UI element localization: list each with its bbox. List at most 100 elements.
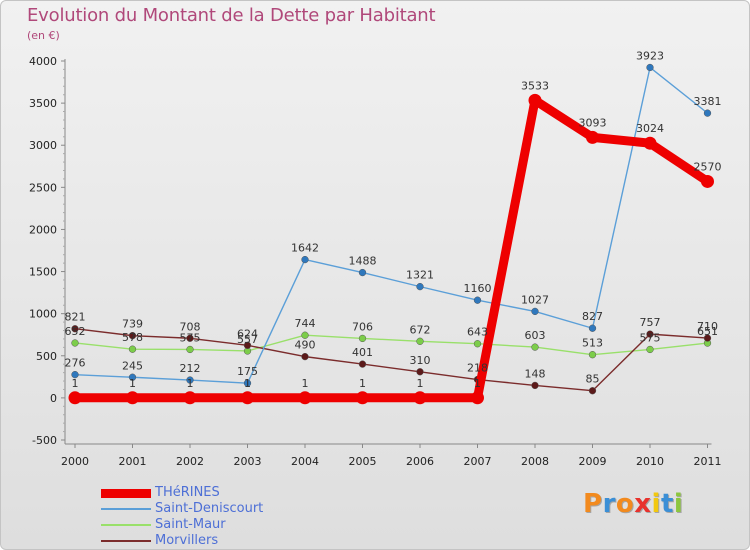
data-point-th-rines <box>356 391 369 405</box>
data-point-saint-deniscourt <box>416 282 424 291</box>
data-point-saint-maur <box>531 343 539 351</box>
data-point-morvillers <box>243 341 252 349</box>
data-label-saint-deniscourt: 212 <box>180 362 201 375</box>
data-point-saint-maur <box>301 331 309 339</box>
legend-label-th-rines: THéRINES <box>155 485 220 500</box>
data-label-morvillers: 708 <box>180 320 201 333</box>
data-point-morvillers <box>358 360 367 368</box>
series-line-saint-maur <box>74 334 709 356</box>
data-point-morvillers <box>71 325 79 333</box>
data-label-saint-maur: 744 <box>295 317 316 330</box>
x-tick-label: 2001 <box>119 455 147 468</box>
x-tick-label: 2000 <box>61 455 89 468</box>
x-tick-label: 2011 <box>694 455 722 468</box>
data-label-saint-maur: 603 <box>525 329 546 342</box>
data-point-morvillers <box>301 352 309 361</box>
data-label-saint-maur: 557 <box>237 333 258 346</box>
logo-letter: t <box>660 489 674 519</box>
data-point-morvillers <box>128 331 137 340</box>
data-point-th-rines <box>586 130 599 144</box>
data-point-saint-deniscourt <box>703 109 712 117</box>
data-label-saint-deniscourt: 1160 <box>464 282 492 295</box>
y-tick-label: 2000 <box>29 223 57 236</box>
logo-letter: i <box>673 489 684 519</box>
data-point-saint-deniscourt <box>128 373 137 381</box>
data-point-saint-maur <box>186 345 194 354</box>
data-label-saint-maur: 575 <box>180 331 201 344</box>
logo-letter: r <box>602 489 616 519</box>
y-tick-label: 4000 <box>29 55 57 68</box>
data-point-th-rines <box>413 391 427 405</box>
data-point-saint-deniscourt <box>646 63 654 72</box>
y-tick-label: 3500 <box>29 97 57 110</box>
data-point-morvillers <box>416 368 424 376</box>
data-label-th-rines: 3093 <box>579 116 607 129</box>
data-label-th-rines: 3024 <box>636 122 664 135</box>
data-point-saint-maur <box>416 337 424 345</box>
y-tick-label: 0 <box>50 392 57 405</box>
data-label-th-rines: 1 <box>187 377 194 390</box>
data-point-saint-deniscourt <box>243 379 252 387</box>
data-point-saint-maur <box>473 340 482 348</box>
data-point-th-rines <box>528 93 542 107</box>
data-point-th-rines <box>241 391 254 405</box>
legend-swatch-th-rines <box>101 489 151 498</box>
data-point-th-rines <box>126 391 139 405</box>
data-point-saint-deniscourt <box>473 296 482 304</box>
data-point-th-rines <box>643 136 657 150</box>
legend-swatch-morvillers <box>101 540 151 542</box>
data-point-saint-maur <box>588 351 597 359</box>
data-label-saint-deniscourt: 1488 <box>349 255 377 268</box>
axes: -500 0 500 1000 1500 2000 2500 3000 3500 4000 2000… <box>29 55 722 468</box>
data-label-saint-deniscourt: 1321 <box>406 269 434 282</box>
data-label-morvillers: 85 <box>586 373 600 386</box>
data-label-morvillers: 490 <box>295 339 316 352</box>
chart-unit: (en €) <box>27 29 60 42</box>
data-label-th-rines: 1 <box>302 377 309 390</box>
y-tick-label: 3000 <box>29 139 57 152</box>
data-label-morvillers: 739 <box>122 318 143 331</box>
legend-swatch-saint-maur <box>101 524 151 526</box>
series-line-morvillers <box>74 328 709 392</box>
data-label-saint-maur: 578 <box>122 331 143 344</box>
data-point-saint-deniscourt <box>71 370 79 379</box>
x-tick-label: 2003 <box>234 455 262 468</box>
data-label-saint-deniscourt: 245 <box>122 359 143 372</box>
data-point-saint-deniscourt <box>531 307 539 316</box>
data-label-saint-maur: 643 <box>467 326 488 339</box>
data-point-th-rines <box>701 174 714 188</box>
logo-letter: P <box>583 489 603 519</box>
data-label-saint-maur: 575 <box>640 331 661 344</box>
data-point-saint-deniscourt <box>588 324 597 332</box>
data-label-morvillers: 218 <box>467 362 488 375</box>
y-tick-label: -500 <box>32 434 57 447</box>
data-point-saint-deniscourt <box>301 255 309 264</box>
data-point-saint-maur <box>128 345 137 353</box>
data-point-saint-deniscourt <box>358 268 367 277</box>
data-label-morvillers: 710 <box>697 320 718 333</box>
data-point-saint-maur <box>358 334 367 343</box>
x-tick-label: 2004 <box>291 455 319 468</box>
chart-title: Evolution du Montant de la Dette par Hab… <box>27 5 436 26</box>
series-line-th-rines <box>70 95 712 403</box>
data-point-morvillers <box>703 334 712 342</box>
data-label-saint-deniscourt: 1027 <box>521 293 549 306</box>
data-point-th-rines <box>471 391 484 405</box>
x-tick-label: 2002 <box>176 455 204 468</box>
data-label-th-rines: 1 <box>417 377 424 390</box>
legend-swatch-saint-deniscourt <box>101 508 151 510</box>
logo-letter: i <box>651 489 661 519</box>
data-labels: 652 578 575 557 744 706 672 643 603 513 575 651 821 7… <box>65 49 722 389</box>
series-line-saint-deniscourt <box>74 66 709 384</box>
legend-label-morvillers: Morvillers <box>155 533 219 548</box>
y-tick-label: 1500 <box>29 266 57 279</box>
data-point-morvillers <box>646 330 654 338</box>
data-point-saint-deniscourt <box>186 376 194 384</box>
series-layer <box>68 63 714 405</box>
data-point-th-rines <box>68 391 82 405</box>
data-label-saint-maur: 513 <box>582 337 603 350</box>
x-tick-label: 2006 <box>406 455 434 468</box>
data-label-saint-maur: 651 <box>697 325 718 338</box>
x-tick-label: 2010 <box>636 455 664 468</box>
